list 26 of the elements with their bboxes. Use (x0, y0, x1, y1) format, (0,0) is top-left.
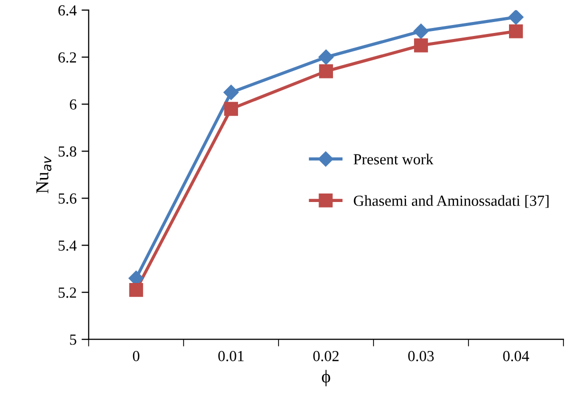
point (318, 50, 334, 65)
point (319, 64, 333, 78)
y-tick-label: 5.6 (58, 193, 76, 204)
y-tick-label: 5.4 (58, 240, 77, 251)
y-tick-label: 5 (70, 334, 76, 345)
point (413, 24, 429, 39)
point (508, 10, 524, 25)
point (224, 84, 239, 100)
x-tick-label: 0.03 (408, 350, 434, 362)
point (414, 38, 428, 52)
x-axis-title: ϕ (322, 370, 330, 386)
y-tick-label: 5.8 (58, 146, 76, 157)
point (129, 283, 144, 297)
y-tick-label: 5.2 (58, 288, 76, 298)
legend-label: Present work (354, 154, 434, 164)
y-tick-label: 6.4 (58, 5, 77, 16)
y-axis-title: Nu$_{av}$ (36, 156, 52, 194)
legend-label: Ghasemi and Aminossadati [37] (354, 195, 549, 208)
x-tick-label: 0.02 (313, 350, 339, 362)
x-tick-label: 0.04 (503, 350, 530, 362)
point (224, 102, 238, 116)
x-tick-label: 0 (132, 350, 140, 362)
y-tick-label: 6.2 (58, 52, 76, 63)
y-tick-label: 6 (70, 99, 76, 110)
x-tick-label: 0.01 (218, 350, 244, 362)
point (509, 24, 523, 38)
